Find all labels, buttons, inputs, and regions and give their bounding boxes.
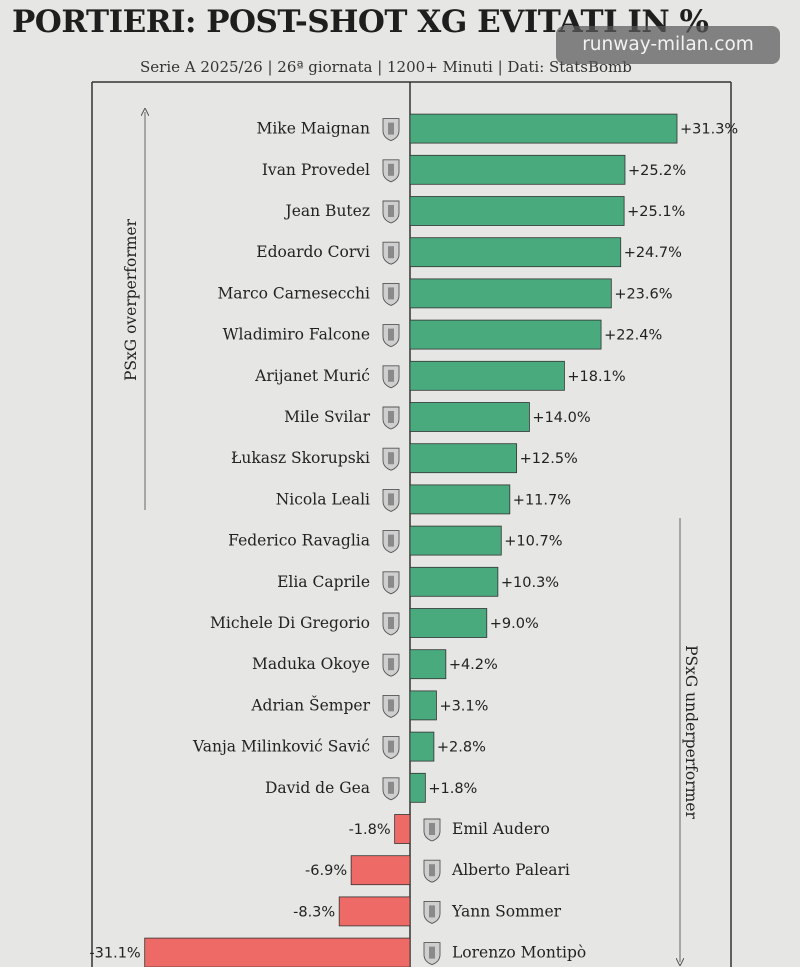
bar: [409, 154, 626, 185]
chart-subtitle: Serie A 2025/26 | 26ª giornata | 1200+ M…: [140, 58, 632, 76]
player-label: Mike Maignan: [256, 120, 370, 138]
value-label: -6.9%: [305, 863, 347, 879]
inter-crest-icon: [423, 900, 441, 924]
bar: [409, 566, 499, 597]
udinese-crest-icon: [382, 653, 400, 677]
sassuolo-crest-icon: [382, 365, 400, 389]
bologna-crest-icon: [382, 447, 400, 471]
bar: [350, 855, 411, 886]
bar: [409, 443, 518, 474]
bar: [409, 608, 488, 638]
napoli-crest-icon: [382, 736, 400, 760]
bar: [409, 690, 437, 721]
watermark: runway-milan.com: [556, 26, 780, 64]
value-label: +23.6%: [614, 286, 672, 302]
roma-crest-icon: [382, 406, 400, 430]
genoa-crest-icon: [382, 488, 400, 512]
overperformer-label: PSxG overperformer: [122, 218, 140, 381]
bar: [144, 937, 411, 967]
player-label: Edoardo Corvi: [256, 243, 370, 261]
milan-crest-icon: [382, 118, 400, 142]
value-label: +31.3%: [680, 122, 738, 138]
bologna-crest-icon: [382, 530, 400, 554]
bar: [409, 113, 678, 144]
value-label: +4.2%: [449, 657, 498, 673]
value-label: -8.3%: [293, 904, 335, 920]
player-label: Nicola Leali: [276, 490, 370, 508]
player-label: Lorenzo Montipò: [452, 944, 586, 962]
value-label: +10.7%: [504, 534, 562, 550]
value-label: +3.1%: [439, 698, 488, 714]
player-label: Łukasz Skorupski: [231, 449, 370, 467]
value-label: -1.8%: [349, 822, 391, 838]
verona-crest-icon: [423, 942, 441, 966]
value-label: +14.0%: [532, 410, 590, 426]
player-label: Maduka Okoye: [252, 655, 370, 673]
player-label: Emil Audero: [452, 820, 550, 838]
bar: [409, 484, 511, 515]
value-label: +2.8%: [437, 740, 486, 756]
como-crest-icon: [382, 200, 400, 224]
value-label: +22.4%: [604, 328, 662, 344]
torino-crest-icon: [423, 859, 441, 883]
fiorentina-crest-icon: [382, 777, 400, 801]
bar: [409, 772, 426, 803]
value-label: +24.7%: [624, 245, 682, 261]
value-label: -31.1%: [89, 946, 140, 962]
value-label: +12.5%: [520, 451, 578, 467]
bar: [409, 649, 447, 680]
player-label: Arijanet Murić: [254, 367, 370, 385]
player-label: Wladimiro Falcone: [223, 326, 370, 344]
player-label: Michele Di Gregorio: [210, 614, 370, 632]
player-label: Mile Svilar: [284, 408, 370, 426]
chart-marks: +31.3% Mike Maignan +25.2% Ivan Provedel +25…: [89, 113, 738, 967]
value-label: +1.8%: [428, 781, 477, 797]
bar: [409, 360, 565, 391]
bar: [409, 525, 502, 556]
bar: [409, 237, 622, 268]
bar: [409, 319, 602, 350]
player-label: Vanja Milinković Savić: [192, 738, 370, 756]
bar: [409, 196, 625, 226]
juventus-crest-icon: [382, 612, 400, 636]
player-label: Federico Ravaglia: [228, 532, 370, 550]
player-label: Jean Butez: [284, 202, 370, 220]
bar: [338, 896, 411, 927]
value-label: +25.2%: [628, 163, 686, 179]
value-label: +18.1%: [567, 369, 625, 385]
player-label: Ivan Provedel: [262, 161, 370, 179]
player-label: Marco Carnesecchi: [217, 284, 370, 302]
annotation-arrows: PSxG overperformer PSxG underperformer: [122, 112, 700, 962]
player-label: Elia Caprile: [277, 573, 370, 591]
pisa-crest-icon: [382, 694, 400, 718]
value-label: +9.0%: [490, 616, 539, 632]
lecce-crest-icon: [382, 324, 400, 348]
atalanta-crest-icon: [382, 282, 400, 306]
player-label: Alberto Paleari: [451, 861, 570, 879]
value-label: +10.3%: [501, 575, 559, 591]
player-label: Adrian Šemper: [250, 696, 370, 714]
value-label: +11.7%: [513, 492, 571, 508]
value-label: +25.1%: [627, 204, 685, 220]
bar: [394, 814, 411, 844]
player-label: Yann Sommer: [451, 902, 562, 920]
bar: [409, 278, 612, 309]
player-label: David de Gea: [265, 779, 370, 797]
bar: [409, 402, 530, 432]
bar: [409, 731, 435, 762]
parma-crest-icon: [382, 241, 400, 265]
cremonese-crest-icon: [423, 818, 441, 842]
lazio-crest-icon: [382, 159, 400, 183]
underperformer-label: PSxG underperformer: [682, 645, 700, 819]
cagliari-crest-icon: [382, 571, 400, 595]
